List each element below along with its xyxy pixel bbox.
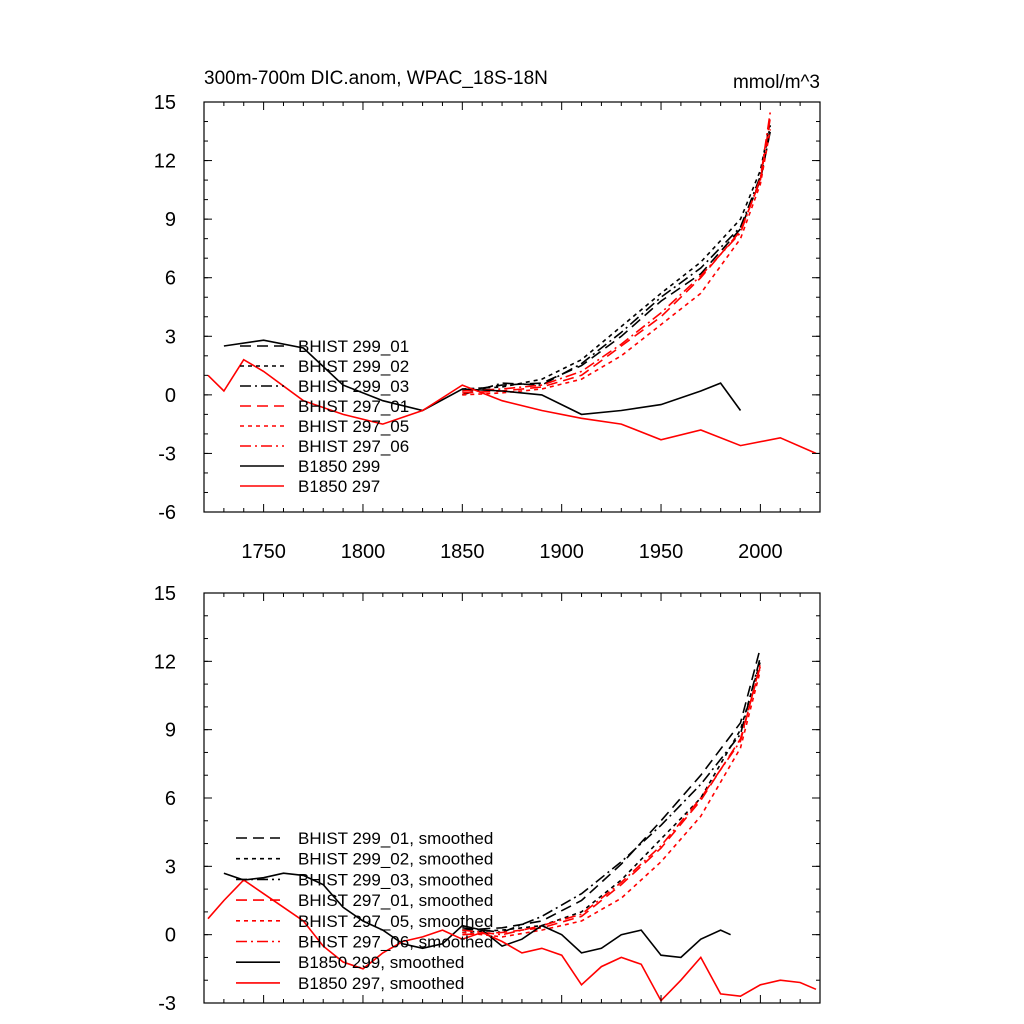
x-tick-label: 1900 <box>539 541 584 563</box>
legend-label: B1850 299 <box>298 457 380 476</box>
y-tick-label: 9 <box>165 720 176 742</box>
series-line-4 <box>462 670 762 938</box>
legend-label: BHIST 297_06, smoothed <box>298 933 493 952</box>
legend-label: BHIST 297_05 <box>298 417 409 436</box>
series-line-2 <box>462 656 762 934</box>
legend-label: B1850 299, smoothed <box>298 953 464 972</box>
chart-title: 300m-700m DIC.anom, WPAC_18S-18N <box>204 68 548 89</box>
legend-label: B1850 297 <box>298 477 380 496</box>
y-tick-label: 3 <box>165 856 176 878</box>
legend-label: BHIST 297_06 <box>298 437 409 456</box>
y-tick-label: 0 <box>165 925 176 947</box>
units-label: mmol/m^3 <box>733 72 820 93</box>
legend-label: BHIST 299_03 <box>298 377 409 396</box>
legend-label: BHIST 299_03, smoothed <box>298 870 493 889</box>
legend-label: BHIST 297_01 <box>298 397 409 416</box>
y-tick-label: 6 <box>165 268 176 290</box>
legend-label: BHIST 299_01, smoothed <box>298 829 493 848</box>
legend-label: BHIST 299_02, smoothed <box>298 850 493 869</box>
x-tick-label: 1750 <box>241 541 286 563</box>
series-line-3 <box>462 665 762 936</box>
series-line-0 <box>462 647 762 931</box>
series-line-4 <box>462 129 772 396</box>
y-tick-label: 0 <box>165 385 176 407</box>
series-line-7 <box>207 878 817 1003</box>
x-tick-label: 1800 <box>341 541 386 563</box>
series-line-6 <box>223 872 731 959</box>
legend-label: B1850 297, smoothed <box>298 974 464 993</box>
y-tick-label: 15 <box>154 583 176 605</box>
top-panel: 300m-700m DIC.anom, WPAC_18S-18N mmol/m^… <box>154 68 821 563</box>
series-line-5 <box>462 663 762 936</box>
y-tick-label: 12 <box>154 651 176 673</box>
series-line-6 <box>223 339 742 416</box>
plot-frame <box>203 101 821 513</box>
y-tick-label: -6 <box>158 502 176 524</box>
series-line-1 <box>462 121 772 390</box>
y-tick-label: 9 <box>165 209 176 231</box>
y-tick-label: -3 <box>158 443 176 465</box>
series-line-2 <box>462 125 772 396</box>
x-tick-label: 1850 <box>440 541 485 563</box>
legend-label: BHIST 299_01 <box>298 337 409 356</box>
series-line-1 <box>462 661 762 934</box>
plot-area <box>207 647 817 1003</box>
x-tick-label: 1950 <box>639 541 684 563</box>
legend-label: BHIST 297_01, smoothed <box>298 891 493 910</box>
plot-frame <box>203 592 821 1004</box>
series-line-5 <box>462 111 772 392</box>
y-tick-label: 6 <box>165 788 176 810</box>
legend: BHIST 299_01, smoothed BHIST 299_02, smoo… <box>236 829 493 993</box>
legend-label: BHIST 299_02 <box>298 357 409 376</box>
series-line-3 <box>462 117 772 394</box>
plot-area <box>207 111 817 455</box>
series-line-7 <box>207 358 817 455</box>
legend-label: BHIST 297_05, smoothed <box>298 912 493 931</box>
y-tick-label: 3 <box>165 326 176 348</box>
y-tick-label: 15 <box>154 92 176 114</box>
y-tick-label: 12 <box>154 151 176 173</box>
x-tick-label: 2000 <box>738 541 783 563</box>
y-tick-label: -3 <box>158 993 176 1015</box>
